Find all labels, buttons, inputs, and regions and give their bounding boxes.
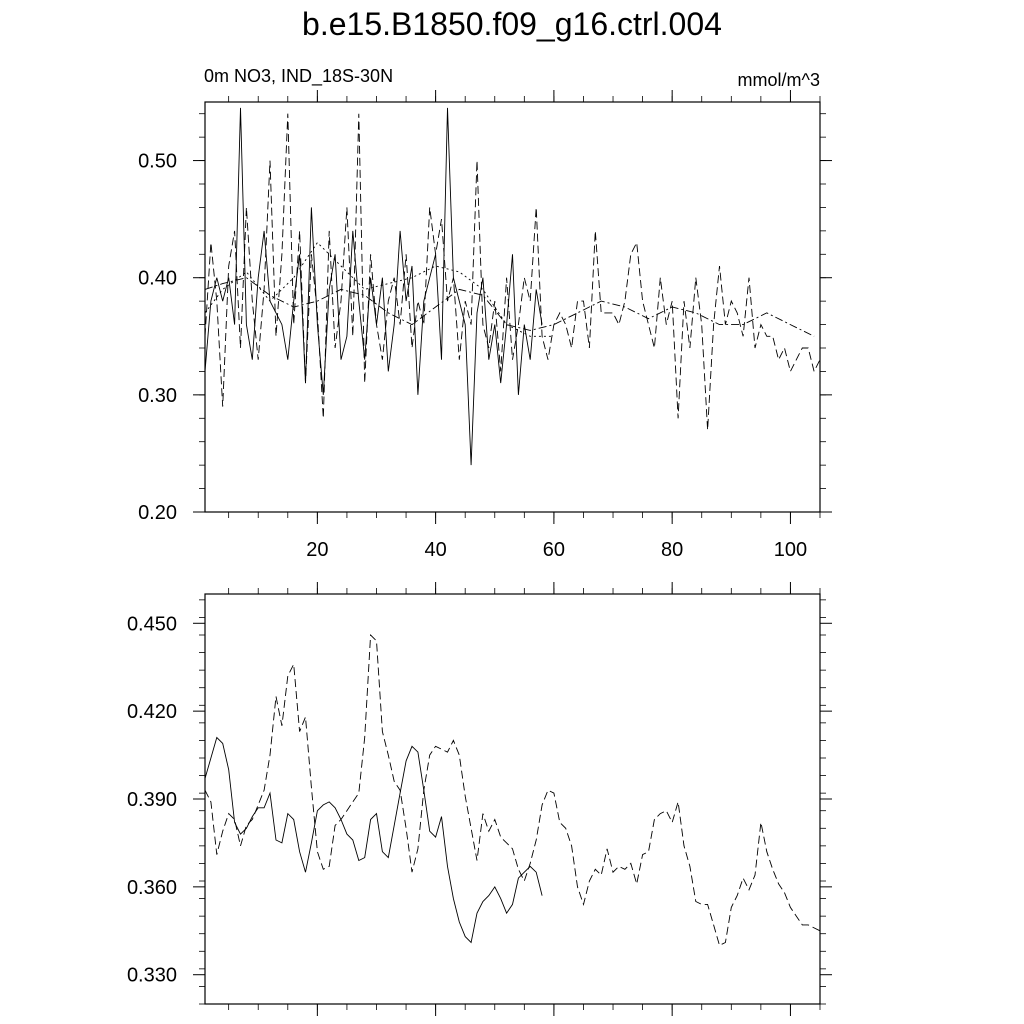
x-tick-label: 60 <box>543 539 565 561</box>
page-title: b.e15.B1850.f09_g16.ctrl.004 <box>302 6 722 42</box>
y-tick-label: 0.50 <box>138 151 177 173</box>
series-line-dotted <box>204 241 554 337</box>
y-tick-label: 0.450 <box>127 613 177 635</box>
y-tick-label: 0.20 <box>138 502 177 524</box>
x-tick-label: 80 <box>661 539 683 561</box>
plot-frame-2 <box>204 593 821 1005</box>
y-tick-label: 0.390 <box>127 789 177 811</box>
plot-frame-1 <box>204 101 821 513</box>
series-line-dashed <box>204 633 821 947</box>
x-tick-label: 20 <box>306 539 328 561</box>
y-tick-label: 0.40 <box>138 268 177 290</box>
y-tick-label: 0.420 <box>127 701 177 723</box>
x-tick-label: 40 <box>425 539 447 561</box>
variable-region-label: 0m NO3, IND_18S-30N <box>204 66 394 86</box>
series-line-dash-dot <box>204 277 815 337</box>
series-line-dashed <box>204 113 821 431</box>
y-tick-label: 0.30 <box>138 385 177 407</box>
units-label: mmol/m^3 <box>737 70 820 90</box>
y-tick-label: 0.330 <box>127 965 177 987</box>
y-tick-label: 0.360 <box>127 877 177 899</box>
series-line-solid <box>204 107 543 466</box>
series-line-solid <box>204 736 543 944</box>
x-tick-label: 100 <box>774 539 807 561</box>
